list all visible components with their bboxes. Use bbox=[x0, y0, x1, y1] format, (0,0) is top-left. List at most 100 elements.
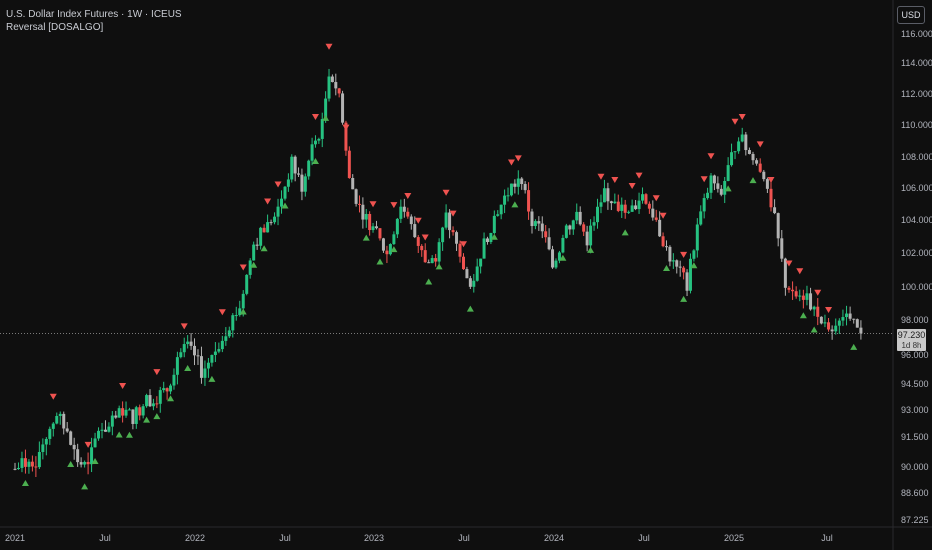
candle-body bbox=[310, 144, 314, 161]
candle-body bbox=[351, 178, 355, 190]
candle-body bbox=[148, 395, 152, 407]
y-tick-label: 98.000 bbox=[901, 315, 929, 325]
chart-legend: U.S. Dollar Index Futures · 1W · ICEUS R… bbox=[6, 8, 182, 34]
sell-signal-marker bbox=[731, 118, 739, 125]
candle-body bbox=[834, 325, 838, 332]
buy-signal-marker bbox=[21, 480, 29, 486]
candle-body bbox=[787, 287, 791, 290]
sell-signal-marker bbox=[514, 155, 522, 162]
candle-body bbox=[259, 227, 263, 246]
buy-signal-marker bbox=[250, 261, 258, 268]
candle-body bbox=[90, 447, 94, 465]
indicator-label[interactable]: Reversal [DOSALGO] bbox=[6, 22, 104, 33]
candle-body bbox=[845, 313, 849, 318]
currency-button[interactable]: USD bbox=[897, 6, 925, 24]
candle-body bbox=[69, 431, 73, 445]
candle-body bbox=[145, 395, 149, 407]
candle-body bbox=[448, 212, 452, 231]
candle-body bbox=[65, 428, 69, 432]
candles bbox=[13, 68, 863, 477]
x-tick-label: Jul bbox=[458, 533, 470, 543]
candle-body bbox=[751, 153, 755, 161]
sell-signal-marker bbox=[153, 369, 161, 376]
candle-body bbox=[630, 205, 634, 212]
candle-body bbox=[238, 308, 242, 316]
candle-body bbox=[462, 256, 466, 270]
candle-body bbox=[699, 211, 703, 225]
candle-body bbox=[712, 175, 716, 184]
sell-signal-marker bbox=[652, 195, 660, 202]
y-tick-label: 91.500 bbox=[901, 432, 929, 442]
candle-body bbox=[262, 227, 266, 233]
y-tick-label: 100.000 bbox=[901, 282, 932, 292]
sell-signal-marker bbox=[796, 268, 804, 275]
sell-signal-marker bbox=[404, 193, 412, 199]
x-tick-label: 2025 bbox=[724, 533, 744, 543]
candle-body bbox=[599, 202, 603, 207]
symbol-title[interactable]: U.S. Dollar Index Futures · 1W · ICEUS bbox=[6, 9, 182, 20]
buy-signal-marker bbox=[425, 278, 433, 285]
candle-body bbox=[37, 452, 41, 468]
candle-body bbox=[124, 409, 128, 416]
buy-signal-marker bbox=[376, 258, 384, 265]
x-tick-label: Jul bbox=[99, 533, 111, 543]
candle-body bbox=[252, 244, 256, 261]
sell-signal-marker bbox=[597, 173, 605, 180]
y-tick-label: 96.000 bbox=[901, 350, 929, 360]
candle-body bbox=[58, 413, 62, 417]
candle-body bbox=[499, 204, 503, 215]
candle-body bbox=[182, 344, 186, 353]
sell-signal-marker bbox=[49, 393, 57, 400]
candle-body bbox=[290, 156, 294, 180]
candle-body bbox=[248, 260, 252, 275]
candle-body bbox=[651, 208, 655, 218]
candle-body bbox=[227, 330, 231, 337]
candle-body bbox=[368, 213, 372, 231]
candle-body bbox=[468, 278, 472, 287]
candle-body bbox=[97, 430, 101, 439]
candle-body bbox=[733, 151, 737, 153]
candle-body bbox=[668, 246, 672, 262]
candle-body bbox=[537, 221, 541, 224]
candle-body bbox=[592, 222, 596, 226]
candle-body bbox=[395, 218, 399, 235]
buy-signal-marker bbox=[311, 158, 319, 164]
candle-body bbox=[83, 461, 87, 465]
sell-signal-marker bbox=[507, 159, 515, 166]
candle-body bbox=[303, 176, 307, 192]
candle-body bbox=[455, 232, 459, 244]
candle-body bbox=[179, 352, 183, 358]
candle-body bbox=[658, 219, 662, 237]
candle-body bbox=[361, 204, 365, 220]
candle-body bbox=[189, 341, 193, 346]
candle-body bbox=[141, 406, 145, 416]
candle-body bbox=[765, 179, 769, 189]
candle-body bbox=[357, 203, 361, 205]
candle-body bbox=[513, 183, 517, 187]
x-tick-label: Jul bbox=[279, 533, 291, 543]
candle-body bbox=[341, 93, 345, 123]
last-price-label: 97.230 1d 8h bbox=[897, 329, 926, 351]
candle-body bbox=[692, 250, 696, 259]
candle-body bbox=[773, 207, 777, 214]
candle-body bbox=[117, 408, 121, 418]
candle-body bbox=[381, 238, 385, 251]
candle-body bbox=[855, 319, 859, 328]
candle-body bbox=[794, 291, 798, 297]
sell-signal-marker bbox=[825, 307, 833, 313]
candle-body bbox=[269, 222, 273, 224]
candle-body bbox=[420, 245, 424, 251]
y-tick-label: 110.000 bbox=[901, 120, 932, 130]
candle-body bbox=[155, 403, 159, 405]
candle-body bbox=[27, 461, 31, 467]
candle-body bbox=[330, 76, 334, 83]
buy-signal-marker bbox=[587, 246, 595, 253]
candle-body bbox=[527, 190, 531, 212]
candle-body bbox=[172, 374, 176, 386]
sell-signal-marker bbox=[628, 183, 636, 189]
candle-body bbox=[406, 211, 410, 217]
candle-body bbox=[131, 409, 135, 424]
candle-body bbox=[255, 244, 259, 246]
